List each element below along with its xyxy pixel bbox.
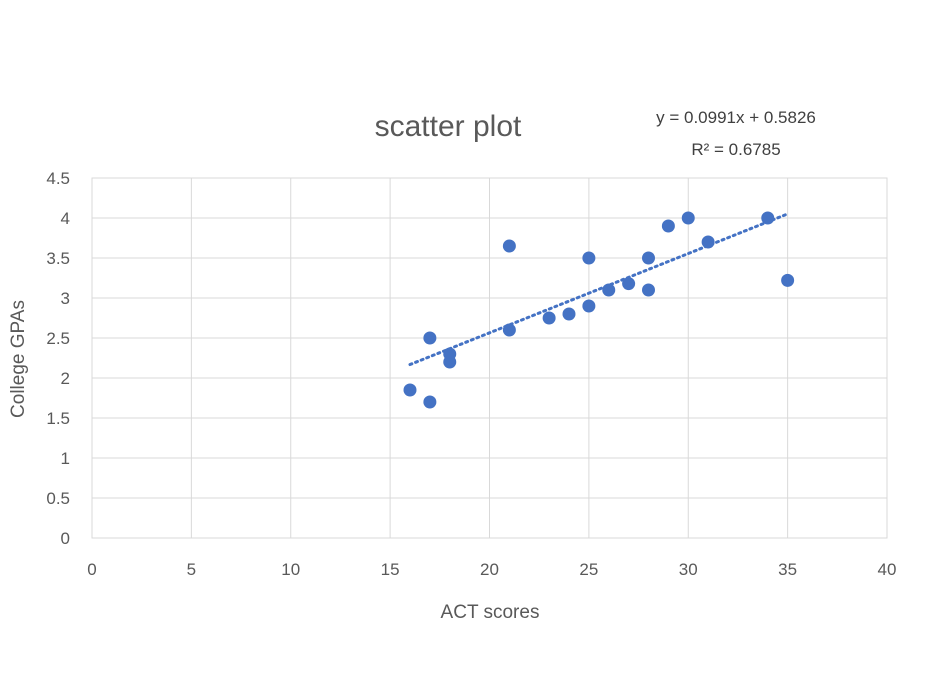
data-points [403, 211, 795, 409]
data-point [701, 235, 715, 249]
trendline-r-squared: R² = 0.6785 [691, 140, 780, 159]
plot-area-border [91, 177, 888, 539]
data-point [602, 283, 616, 297]
data-point [542, 311, 556, 325]
y-tick-label: 0 [61, 529, 70, 548]
x-tick-label: 10 [281, 560, 300, 579]
x-tick-label: 40 [878, 560, 897, 579]
plot-area [91, 177, 888, 539]
data-point [423, 395, 437, 409]
y-axis-title: College GPAs [8, 300, 29, 418]
y-tick-label: 2 [61, 369, 70, 388]
trendline-label-group: y = 0.0991x + 0.5826 R² = 0.6785 [656, 108, 816, 159]
y-tick-label: 3.5 [46, 249, 70, 268]
data-point [642, 251, 655, 265]
data-point [622, 277, 636, 291]
data-point [661, 219, 675, 233]
x-tick-label: 5 [187, 560, 196, 579]
y-tick-label: 3 [61, 289, 70, 308]
gridlines [91, 177, 888, 539]
x-tick-label: 0 [87, 560, 96, 579]
x-tick-label: 30 [679, 560, 698, 579]
data-point [403, 383, 417, 397]
y-tick-label: 1.5 [46, 409, 70, 428]
data-point [582, 299, 596, 313]
trendline [408, 212, 790, 367]
data-point [781, 273, 795, 287]
y-tick-label: 4.5 [46, 169, 70, 188]
trendline-equation: y = 0.0991x + 0.5826 [656, 108, 816, 127]
data-point [502, 323, 516, 337]
data-point [562, 307, 576, 321]
x-tick-label: 15 [381, 560, 400, 579]
x-axis: 0 5 10 15 20 25 30 35 40 [87, 560, 896, 579]
data-point [443, 355, 457, 369]
trendline-line [408, 212, 790, 367]
chart-title: scatter plot [375, 110, 522, 143]
x-tick-label: 25 [579, 560, 598, 579]
data-point [761, 211, 775, 225]
x-axis-title: ACT scores [441, 602, 540, 623]
y-tick-label: 4 [61, 209, 70, 228]
x-tick-label: 35 [778, 560, 797, 579]
y-tick-label: 1 [61, 449, 70, 468]
data-point [681, 211, 695, 225]
y-tick-label: 0.5 [46, 489, 70, 508]
y-axis: 0 0.5 1 1.5 2 2.5 3 3.5 4 4.5 [46, 169, 70, 548]
data-point [582, 251, 596, 265]
x-tick-label: 20 [480, 560, 499, 579]
data-point [423, 331, 437, 345]
data-point [502, 239, 516, 253]
y-tick-label: 2.5 [46, 329, 70, 348]
data-point [642, 283, 655, 297]
